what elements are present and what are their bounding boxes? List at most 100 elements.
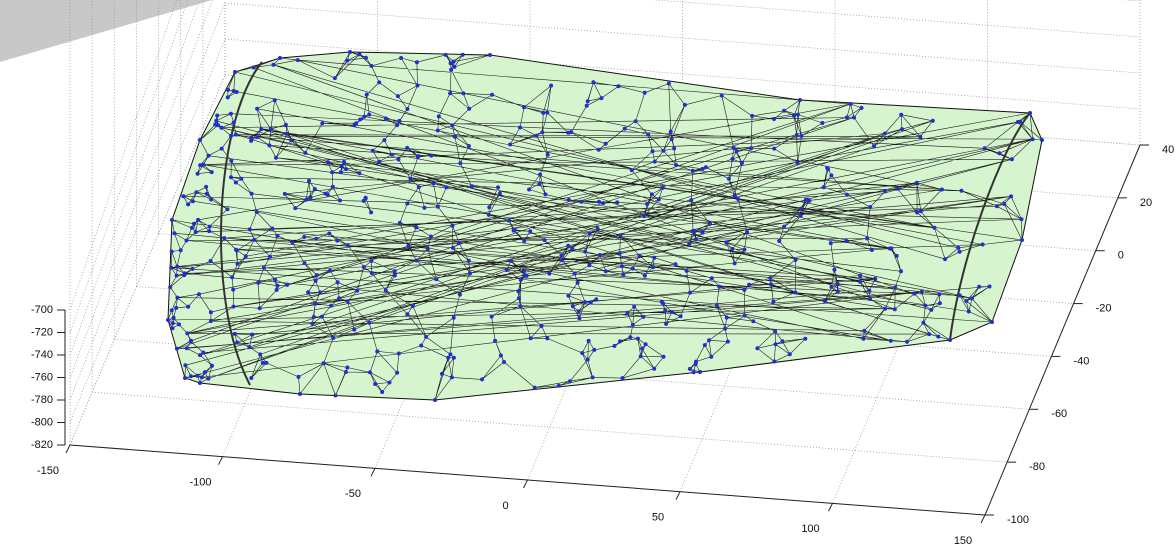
mesh-vertex — [1018, 120, 1022, 124]
mesh-vertex — [740, 161, 744, 165]
mesh-vertex — [369, 210, 373, 214]
mesh-vertex — [419, 344, 423, 348]
mesh-vertex — [844, 239, 848, 243]
mesh-vertex — [915, 211, 919, 215]
mesh-vertex — [888, 247, 892, 251]
x-tick-label: 50 — [652, 512, 664, 524]
mesh-vertex — [795, 133, 799, 137]
mesh-vertex — [388, 381, 392, 385]
mesh-vertex — [867, 289, 871, 293]
mesh-vertex — [310, 322, 314, 326]
mesh-vertex — [631, 323, 635, 327]
mesh-vertex — [229, 159, 233, 163]
mesh-vertex — [196, 218, 200, 222]
mesh-vertex — [429, 154, 433, 158]
mesh-vertex — [849, 102, 853, 106]
mesh-vertex — [918, 135, 922, 139]
mesh-vertex — [449, 68, 453, 72]
mesh-vertex — [487, 213, 491, 217]
mesh-vertex — [175, 265, 179, 269]
mesh-vertex — [453, 135, 457, 139]
mesh-vertex — [172, 316, 176, 320]
mesh-vertex — [493, 339, 497, 343]
x-tick-label: 0 — [502, 500, 508, 512]
mesh-vertex — [423, 206, 427, 210]
mesh-vertex — [239, 177, 243, 181]
mesh-vertex — [573, 272, 577, 276]
mesh-vertex — [691, 169, 695, 173]
mesh-vertex — [662, 355, 666, 359]
mesh-vertex — [513, 228, 517, 232]
mesh-vertex — [820, 121, 824, 125]
mesh-vertex — [192, 222, 196, 226]
mesh-vertex — [290, 240, 294, 244]
mesh-vertex — [826, 167, 830, 171]
mesh-vertex — [229, 175, 233, 179]
mesh-vertex — [932, 226, 936, 230]
mesh-vertex — [362, 115, 366, 119]
mesh-vertex — [252, 238, 256, 242]
mesh-vertex — [194, 230, 198, 234]
mesh-vertex — [209, 319, 213, 323]
mesh-vertex — [198, 163, 202, 167]
mesh-vertex — [267, 143, 271, 147]
mesh-vertex — [1020, 217, 1024, 221]
mesh-vertex — [905, 340, 909, 344]
mesh-vertex — [672, 147, 676, 151]
mesh-vertex — [185, 346, 189, 350]
mesh-vertex — [170, 308, 174, 312]
mesh-vertex — [670, 137, 674, 141]
y-tick-label: 20 — [1140, 197, 1152, 209]
mesh-vertex — [538, 182, 542, 186]
mesh-vertex — [382, 138, 386, 142]
mesh-vertex — [205, 192, 209, 196]
mesh-vertex — [452, 356, 456, 360]
mesh-vertex — [451, 246, 455, 250]
mesh-vertex — [958, 250, 962, 254]
mesh-vertex — [899, 113, 903, 117]
mesh-vertex — [264, 361, 268, 365]
mesh-vertex — [206, 377, 210, 381]
mesh-vertex — [870, 248, 874, 252]
mesh-vertex — [519, 278, 523, 282]
mesh-vertex — [621, 376, 625, 380]
mesh-vertex — [393, 269, 397, 273]
mesh-vertex — [398, 221, 402, 225]
mesh-vertex — [461, 91, 465, 95]
mesh-vertex — [981, 243, 985, 247]
mesh-vertex — [194, 190, 198, 194]
mesh-vertex — [171, 321, 175, 325]
mesh-vertex — [190, 226, 194, 230]
mesh-vertex — [523, 273, 527, 277]
mesh-vertex — [940, 188, 944, 192]
mesh-vertex — [320, 315, 324, 319]
mesh-vertex — [496, 185, 500, 189]
mesh-vertex — [546, 153, 550, 157]
mesh-vertex — [229, 134, 233, 138]
mesh-vertex — [255, 107, 259, 111]
y-tick-label: 0 — [1118, 250, 1124, 262]
mesh-vertex — [725, 316, 729, 320]
mesh-vertex — [375, 349, 379, 353]
mesh-vertex — [707, 338, 711, 342]
mesh-vertex — [405, 107, 409, 111]
mesh-vertex — [255, 135, 259, 139]
mesh-vertex — [269, 127, 273, 131]
mesh-vertex — [210, 364, 214, 368]
mesh-vertex — [518, 304, 522, 308]
mesh-vertex — [769, 282, 773, 286]
mesh-vertex — [367, 113, 371, 117]
mesh-vertex — [232, 305, 236, 309]
mesh-vertex — [927, 332, 931, 336]
mesh-vertex — [858, 280, 862, 284]
mesh-vertex — [604, 269, 608, 273]
mesh-vertex — [170, 218, 174, 222]
mesh-vertex — [436, 129, 440, 133]
mesh-vertex — [868, 205, 872, 209]
mesh-vertex — [397, 158, 401, 162]
mesh-vertex — [285, 283, 289, 287]
mesh-vertex — [543, 238, 547, 242]
mesh-vertex — [283, 192, 287, 196]
mesh-vertex — [448, 352, 452, 356]
mesh-vertex — [409, 177, 413, 181]
